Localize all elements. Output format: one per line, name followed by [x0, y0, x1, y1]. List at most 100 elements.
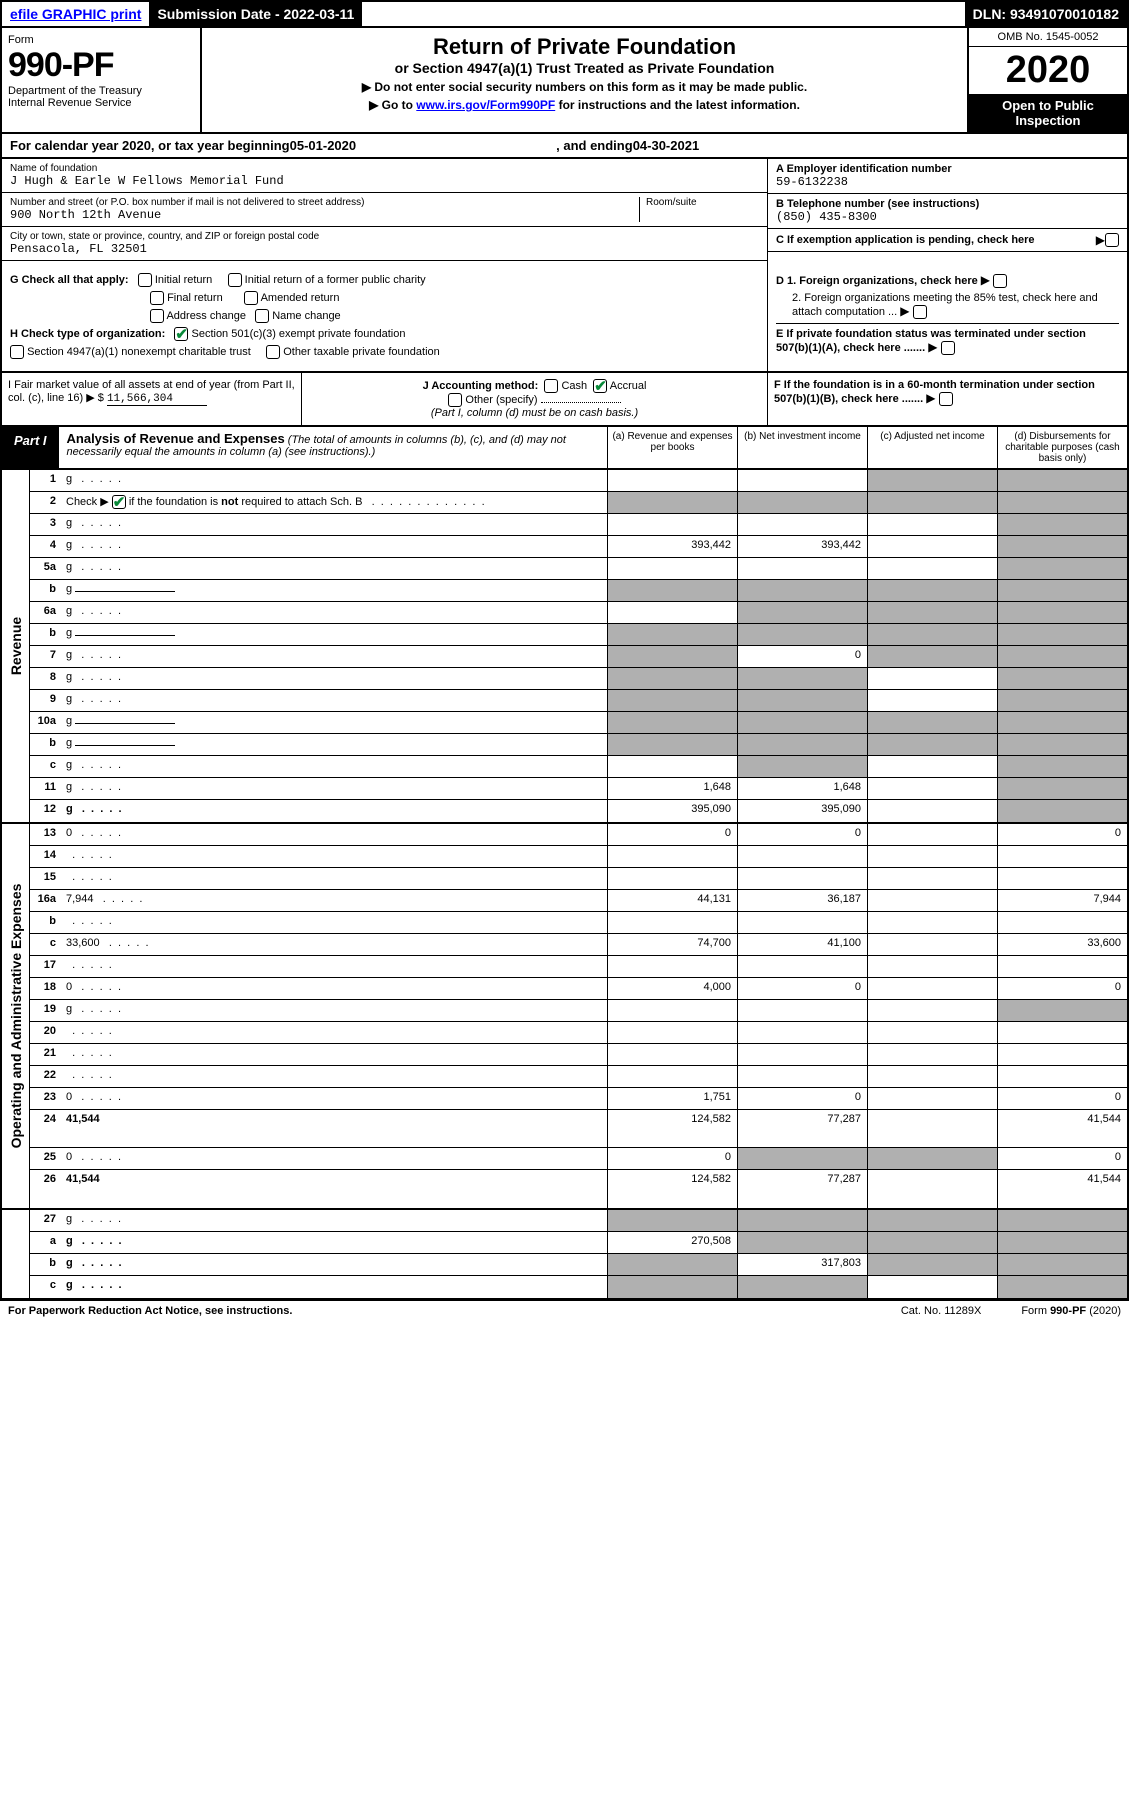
city-state-zip: Pensacola, FL 32501: [10, 242, 759, 256]
table-cell: 0: [997, 978, 1127, 999]
table-cell: [867, 514, 997, 535]
arrow-icon: ▶: [928, 340, 937, 354]
row-number: 21: [30, 1044, 62, 1065]
initial-return-checkbox[interactable]: [138, 273, 152, 287]
part1-header: Part I Analysis of Revenue and Expenses …: [0, 427, 1129, 470]
table-cell: [867, 912, 997, 933]
phone: (850) 435-8300: [776, 210, 1119, 224]
table-cell: 7,944: [997, 890, 1127, 911]
table-row: 17 . . . . .: [30, 956, 1127, 978]
address-change-label: Address change: [166, 310, 246, 322]
table-cell: [607, 1210, 737, 1231]
status-terminated-checkbox[interactable]: [941, 341, 955, 355]
table-cell: [867, 934, 997, 955]
table-row: 130 . . . . .000: [30, 824, 1127, 846]
efile-print-link[interactable]: efile GRAPHIC print: [10, 6, 141, 22]
table-row: 8g . . . . .: [30, 668, 1127, 690]
table-cell: [737, 580, 867, 601]
address: 900 North 12th Avenue: [10, 208, 639, 222]
table-cell: [997, 912, 1127, 933]
initial-return-label: Initial return: [155, 274, 212, 286]
row-number: 15: [30, 868, 62, 889]
table-cell: 395,090: [607, 800, 737, 822]
amended-return-checkbox[interactable]: [244, 291, 258, 305]
exemption-pending-checkbox[interactable]: [1105, 233, 1119, 247]
initial-return-former-checkbox[interactable]: [228, 273, 242, 287]
row-description: . . . . .: [62, 1044, 607, 1065]
form-label: Form: [8, 34, 194, 46]
table-cell: 0: [997, 824, 1127, 845]
60-month-checkbox[interactable]: [939, 392, 953, 406]
check-section: G Check all that apply: Initial return I…: [0, 261, 1129, 373]
table-cell: [997, 734, 1127, 755]
cash-checkbox[interactable]: [544, 379, 558, 393]
sch-b-checkbox[interactable]: [112, 495, 126, 509]
row-number: a: [30, 1232, 62, 1253]
table-cell: [997, 1022, 1127, 1043]
table-cell: [997, 956, 1127, 977]
row-number: 2: [30, 492, 62, 513]
table-cell: [737, 912, 867, 933]
table-cell: [867, 956, 997, 977]
form990pf-link[interactable]: www.irs.gov/Form990PF: [416, 98, 555, 112]
foreign-85-checkbox[interactable]: [913, 305, 927, 319]
row-description: . . . . .: [62, 912, 607, 933]
paperwork-notice: For Paperwork Reduction Act Notice, see …: [8, 1305, 292, 1317]
name-change-checkbox[interactable]: [255, 309, 269, 323]
4947a1-checkbox[interactable]: [10, 345, 24, 359]
calendar-year-row: For calendar year 2020, or tax year begi…: [0, 134, 1129, 159]
row-number: 16a: [30, 890, 62, 911]
address-change-checkbox[interactable]: [150, 309, 164, 323]
table-row: bg: [30, 624, 1127, 646]
table-cell: [607, 868, 737, 889]
row-number: 17: [30, 956, 62, 977]
foreign-org-checkbox[interactable]: [993, 274, 1007, 288]
row-description: g . . . . .: [62, 1254, 607, 1275]
row-number: c: [30, 934, 62, 955]
table-row: 7g . . . . .0: [30, 646, 1127, 668]
other-taxable-checkbox[interactable]: [266, 345, 280, 359]
dln: DLN: 93491070010182: [965, 2, 1127, 26]
instructions-note: ▶ Go to www.irs.gov/Form990PF for instru…: [212, 98, 957, 112]
table-cell: [997, 514, 1127, 535]
arrow-icon: ▶: [1096, 233, 1105, 247]
foundation-name: J Hugh & Earle W Fellows Memorial Fund: [10, 174, 759, 188]
row-number: 3: [30, 514, 62, 535]
tax-year-end: 04-30-2021: [633, 138, 700, 153]
page-footer: For Paperwork Reduction Act Notice, see …: [0, 1300, 1129, 1321]
table-row: 5ag . . . . .: [30, 558, 1127, 580]
phone-label: B Telephone number (see instructions): [776, 198, 1119, 210]
cash-basis-note: (Part I, column (d) must be on cash basi…: [431, 407, 638, 419]
table-row: 250 . . . . .00: [30, 1148, 1127, 1170]
accrual-checkbox[interactable]: [593, 379, 607, 393]
d1-label: D 1. Foreign organizations, check here: [776, 275, 978, 287]
col-a-header: (a) Revenue and expenses per books: [607, 427, 737, 468]
row-number: 11: [30, 778, 62, 799]
table-cell: 0: [607, 1148, 737, 1169]
table-cell: [737, 756, 867, 777]
table-cell: [607, 712, 737, 733]
row-number: b: [30, 1254, 62, 1275]
final-section: 27g . . . . .ag . . . . .270,508bg . . .…: [0, 1210, 1129, 1300]
form-number: 990-PF: [8, 46, 194, 85]
row-number: b: [30, 580, 62, 601]
table-cell: [737, 602, 867, 623]
row-number: 8: [30, 668, 62, 689]
table-row: 2441,544124,58277,28741,544: [30, 1110, 1127, 1148]
table-row: 12g . . . . .395,090395,090: [30, 800, 1127, 822]
501c3-checkbox[interactable]: [174, 327, 188, 341]
table-cell: [737, 470, 867, 491]
table-row: bg . . . . .317,803: [30, 1254, 1127, 1276]
table-cell: [867, 712, 997, 733]
table-row: 14 . . . . .: [30, 846, 1127, 868]
table-cell: [867, 536, 997, 557]
row-description: . . . . .: [62, 846, 607, 867]
note-post: for instructions and the latest informat…: [555, 98, 800, 112]
table-cell: [997, 668, 1127, 689]
other-method-checkbox[interactable]: [448, 393, 462, 407]
final-return-checkbox[interactable]: [150, 291, 164, 305]
calyear-mid: , and ending: [556, 138, 633, 153]
table-cell: 1,648: [737, 778, 867, 799]
row-description: g . . . . .: [62, 558, 607, 579]
row-number: 13: [30, 824, 62, 845]
